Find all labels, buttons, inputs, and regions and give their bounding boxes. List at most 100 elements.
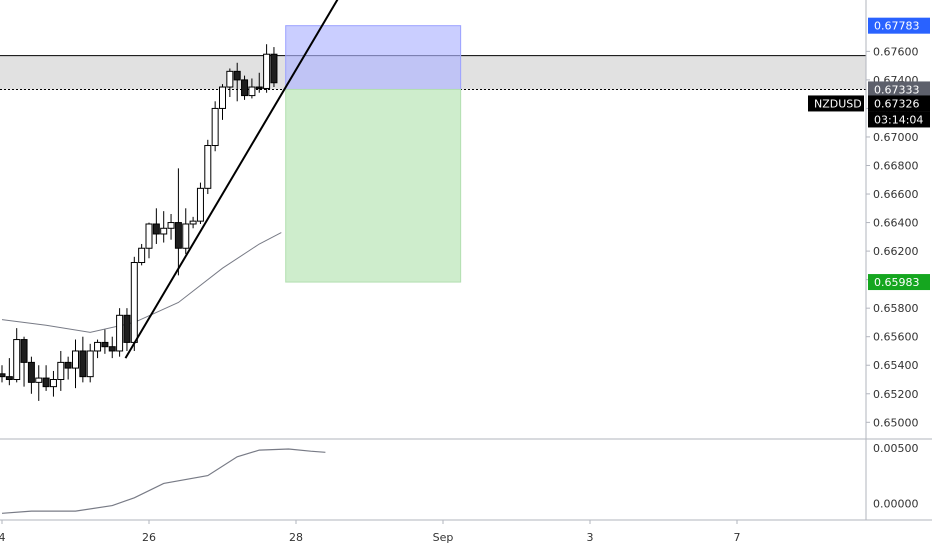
candle	[35, 365, 43, 401]
candle	[167, 214, 175, 240]
symbol-tag-label: NZDUSD	[814, 97, 862, 110]
price-tick-label: 0.66200	[873, 245, 919, 258]
stop-price-tag-label: 0.65983	[874, 276, 920, 289]
candle-body-bull	[130, 262, 138, 343]
candle	[145, 222, 153, 259]
candle-body-bear	[255, 86, 263, 89]
target-price-tag-bg	[868, 17, 930, 34]
candle-body-bull	[189, 220, 197, 225]
candle-body-bull	[263, 53, 271, 89]
candle	[226, 68, 234, 98]
moving-average-layer	[1, 232, 282, 333]
candle	[219, 84, 226, 120]
candle	[138, 243, 146, 266]
target-price-tag-label: 0.67783	[874, 20, 920, 33]
time-tick-label: 28	[289, 531, 303, 544]
candle-body-bull	[160, 227, 168, 235]
candle-body-bear	[27, 361, 35, 383]
candle	[86, 343, 94, 383]
time-tick-label: Sep	[433, 531, 454, 544]
candle	[27, 356, 35, 394]
candle	[72, 339, 79, 389]
indicator-tick-label: 0.00000	[873, 497, 919, 510]
candle-body-bear	[233, 70, 241, 81]
candle-body-bull	[94, 341, 102, 352]
candle	[49, 370, 57, 397]
candle-body-bull	[116, 314, 124, 352]
candle	[248, 78, 256, 99]
candle	[94, 339, 102, 359]
stop-zone-rect[interactable]	[285, 88, 462, 283]
candle-body-bull	[35, 377, 43, 383]
price-tick-label: 0.65200	[873, 388, 919, 401]
candle	[101, 329, 109, 354]
candle	[116, 308, 124, 357]
indicator-pane: 0.00500 0.00000	[0, 438, 932, 514]
candle	[233, 62, 241, 102]
candle-body-bull	[138, 247, 146, 264]
candle-body-bull	[49, 379, 57, 388]
candle-body-bull	[145, 223, 153, 249]
price-tick-label: 0.65600	[873, 331, 919, 344]
target-zone-rect[interactable]	[285, 25, 462, 90]
candle	[204, 139, 212, 195]
candle	[0, 365, 6, 383]
candle	[108, 336, 116, 359]
candle-body-bull	[219, 86, 226, 109]
candle-body-bull	[196, 187, 204, 222]
candle	[42, 365, 50, 391]
candle-body-bull	[86, 350, 94, 378]
time-tick-label: 3	[587, 531, 594, 544]
candle-body-bear	[270, 53, 278, 84]
price-tick-label: 0.65400	[873, 359, 919, 372]
time-tick-label: 4	[0, 531, 6, 544]
candle-body-bear	[174, 222, 182, 249]
trendline[interactable]	[124, 0, 342, 359]
candle	[270, 47, 278, 88]
candle-body-bear	[64, 361, 72, 369]
candle-body-bull	[182, 223, 190, 249]
candle-body-bear	[101, 341, 109, 348]
candle	[5, 358, 13, 386]
candle-body-bull	[204, 145, 212, 189]
candle-body-bear	[20, 339, 28, 363]
candle	[255, 72, 263, 93]
candle	[130, 256, 138, 351]
symbol-tag-bg	[808, 95, 864, 112]
candle	[152, 208, 160, 244]
candle	[174, 168, 182, 276]
candle	[241, 75, 249, 100]
candle-body-bull	[57, 361, 65, 381]
last-price-tag-label: 0.67326	[874, 97, 920, 110]
candle-body-bull	[211, 107, 219, 147]
candle-body-bull	[13, 339, 21, 381]
candle	[196, 182, 204, 224]
moving-average-line	[1, 232, 282, 333]
indicator-line	[1, 448, 326, 514]
candle	[211, 101, 219, 152]
trendline-layer[interactable]	[124, 0, 342, 359]
candle	[64, 356, 72, 380]
candle-body-bear	[152, 223, 160, 235]
countdown-tag-bg	[868, 111, 930, 128]
price-tags-layer: 0.67783 0.67333 NZDUSD 0.67326 03:14:04 0.659…	[808, 17, 930, 291]
candle-body-bear	[123, 314, 131, 343]
stop-price-tag-bg	[868, 274, 930, 291]
candle-body-bear	[0, 373, 6, 378]
price-tick-label: 0.66600	[873, 188, 919, 201]
candle	[189, 216, 197, 229]
candle	[20, 336, 28, 387]
candles-layer	[0, 44, 278, 401]
candle-body-bear	[42, 377, 50, 388]
price-tick-label: 0.65800	[873, 302, 919, 315]
candle-body-bull	[248, 86, 256, 97]
candle-body-bear	[5, 376, 13, 381]
candle	[123, 308, 131, 351]
candle	[160, 211, 168, 243]
price-tick-label: 0.66400	[873, 217, 919, 230]
candle	[79, 336, 87, 383]
candle	[182, 208, 190, 254]
entry-price-tag-bg	[868, 81, 930, 98]
trade-box-layer[interactable]	[285, 25, 462, 283]
